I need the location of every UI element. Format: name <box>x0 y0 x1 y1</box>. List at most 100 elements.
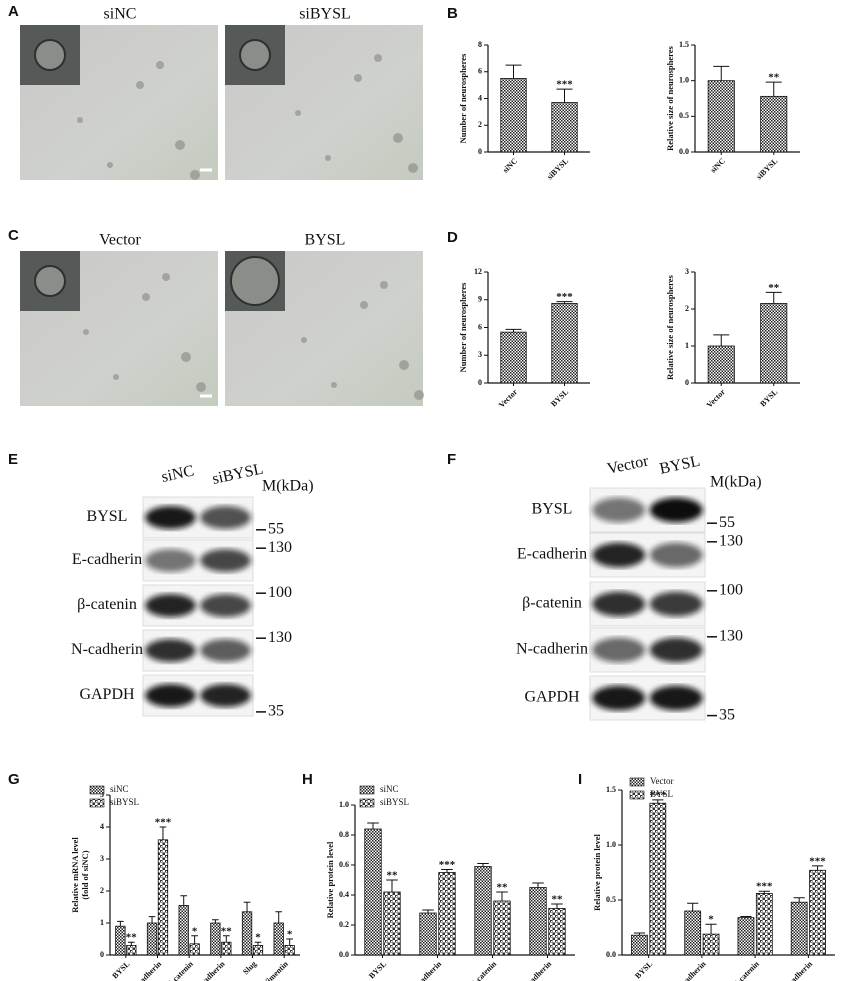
y-tick-label: 8 <box>478 40 482 49</box>
band <box>592 685 646 711</box>
bar <box>221 941 232 956</box>
marker-label: 55 <box>719 514 735 531</box>
y-tick-label: 0.5 <box>606 895 616 904</box>
band <box>592 542 646 568</box>
y-tick-label: 4 <box>100 822 104 831</box>
band <box>649 542 703 568</box>
inset-sphere <box>239 39 271 71</box>
marker-label: 130 <box>719 532 743 549</box>
cell <box>77 117 83 123</box>
legend-label: siNC <box>380 784 399 794</box>
panel-letter: D <box>447 229 458 246</box>
significance: ** <box>768 282 780 294</box>
error-bar <box>505 64 522 79</box>
y-tick-label: 9 <box>478 295 482 304</box>
error-bar <box>765 291 782 304</box>
protein-label: GAPDH <box>524 689 580 706</box>
legend-label: siBYSL <box>380 797 409 807</box>
cell <box>142 293 150 301</box>
bar <box>419 912 437 956</box>
error-bar <box>222 935 230 943</box>
error-bar <box>551 903 563 909</box>
bar <box>760 303 788 384</box>
y-tick-label: 0.8 <box>339 830 349 839</box>
error-bar <box>713 65 730 81</box>
legend-swatch <box>89 785 105 795</box>
error-bar <box>811 865 824 871</box>
legend-label: siNC <box>110 784 129 794</box>
band <box>200 506 251 529</box>
error-bar <box>422 909 434 913</box>
significance: *** <box>556 79 573 91</box>
bar <box>241 911 253 956</box>
marker-label: 35 <box>268 703 284 720</box>
legend-label: BYSL <box>650 789 673 799</box>
x-tick-label: siBYSL <box>545 156 570 181</box>
y-axis-label: Relative protein level <box>592 833 602 910</box>
bar <box>500 331 527 384</box>
significance: *** <box>155 817 172 829</box>
x-tick-label: N-cadherin <box>780 959 814 981</box>
protein-label: E-cadherin <box>517 546 587 563</box>
cell <box>360 301 368 309</box>
bar <box>189 943 200 956</box>
bar <box>631 934 648 956</box>
x-tick-label: BYSL <box>758 387 779 408</box>
panel-letter: I <box>578 771 582 788</box>
protein-label: β-catenin <box>77 596 137 613</box>
bar <box>760 95 788 153</box>
significance: * <box>255 932 261 944</box>
y-tick-label: 2 <box>685 304 689 313</box>
bar <box>364 828 382 956</box>
x-tick-label: E-cadherin <box>130 959 164 981</box>
error-bar <box>687 902 699 911</box>
cell <box>83 329 89 335</box>
x-tick-label: N-cadherin <box>519 959 553 981</box>
marker-label: 130 <box>268 539 292 556</box>
y-tick-label: 12 <box>474 267 482 276</box>
error-bar <box>441 869 453 873</box>
band <box>200 639 251 662</box>
y-tick-label: 5 <box>100 790 104 799</box>
y-axis-label: (fold of siNC) <box>80 850 90 899</box>
inset-sphere <box>34 39 66 71</box>
error-bar <box>180 895 188 906</box>
y-tick-label: 0.0 <box>679 147 689 156</box>
protein-label: BYSL <box>87 508 128 525</box>
protein-label: N-cadherin <box>71 641 143 658</box>
error-bar <box>275 911 283 923</box>
y-tick-label: 4 <box>478 93 482 102</box>
y-axis-label: Relative size of neurospheres <box>665 274 675 379</box>
y-axis-label: Relative mRNA level <box>70 837 80 913</box>
y-tick-label: 0.4 <box>339 890 349 899</box>
bar <box>474 866 492 956</box>
cell <box>354 74 362 82</box>
legend-label: siBYSL <box>110 797 139 807</box>
lane-label: siNC <box>160 462 196 485</box>
x-tick-label: E-cadherin <box>674 959 708 981</box>
error-bar <box>713 334 730 346</box>
panel-letter: C <box>8 227 19 244</box>
y-tick-label: 0.5 <box>679 111 689 120</box>
band <box>200 684 251 707</box>
marker-label: 130 <box>268 629 292 646</box>
significance: *** <box>756 881 773 893</box>
error-bar <box>765 81 782 97</box>
panel-letter: H <box>302 771 313 788</box>
band <box>145 684 196 707</box>
band <box>649 591 703 617</box>
error-bar <box>496 891 508 901</box>
error-bar <box>159 826 167 840</box>
significance: * <box>708 914 714 926</box>
significance: *** <box>650 789 667 801</box>
bar <box>649 802 667 956</box>
error-bar <box>556 301 573 304</box>
band <box>592 497 646 523</box>
marker-label: 35 <box>719 706 735 723</box>
band <box>649 685 703 711</box>
error-bar <box>556 88 573 103</box>
x-tick-label: β-catenin <box>732 959 761 981</box>
inset-sphere <box>230 256 280 306</box>
bar <box>684 910 702 956</box>
